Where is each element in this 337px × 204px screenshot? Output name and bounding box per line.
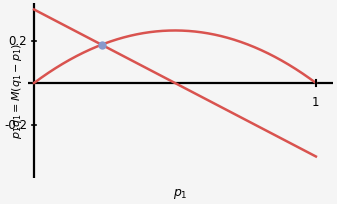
Text: 1: 1 [312, 96, 320, 109]
X-axis label: $p_1$: $p_1$ [173, 186, 188, 200]
Y-axis label: $p_1q_1 = M(q_1-p_1)$: $p_1q_1 = M(q_1-p_1)$ [10, 43, 24, 139]
Text: -0.2: -0.2 [4, 119, 27, 132]
Text: 0.2: 0.2 [8, 35, 27, 48]
